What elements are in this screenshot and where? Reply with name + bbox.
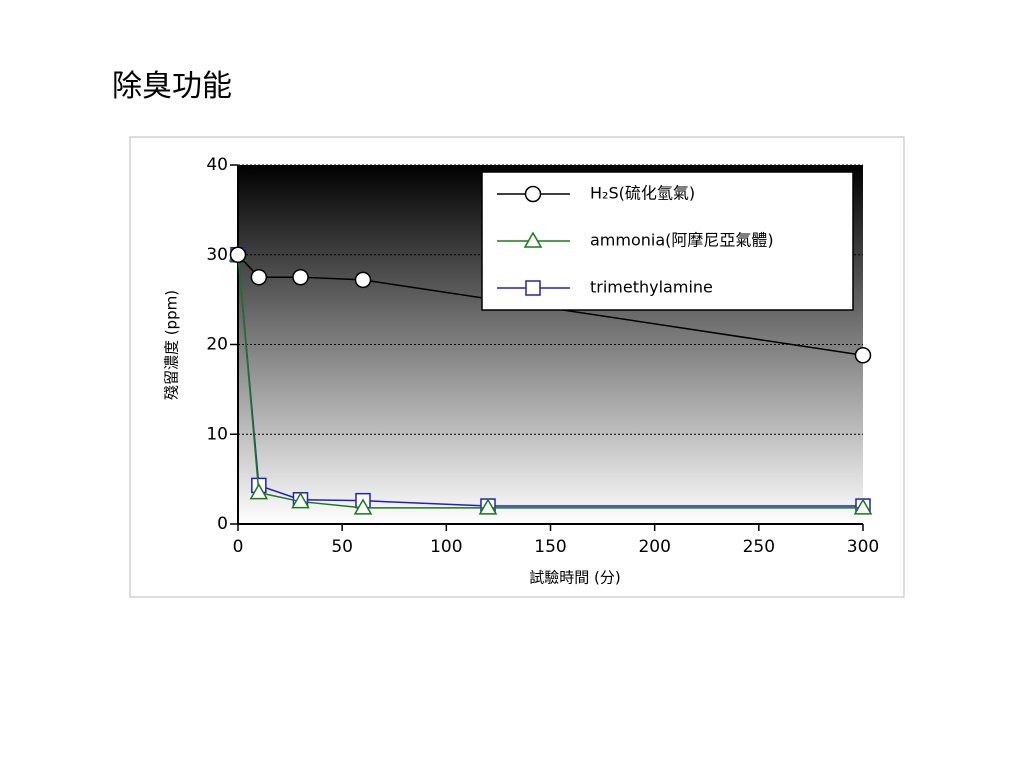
x-tick-label: 100 [430, 537, 462, 557]
legend-marker [525, 280, 541, 296]
marker [854, 347, 872, 364]
legend-label: trimethylamine [590, 278, 713, 297]
legend-label: ammonia(阿摩尼亞氣體) [590, 231, 774, 250]
legend-marker [524, 185, 542, 203]
y-tick-label: 20 [206, 335, 228, 355]
marker [292, 268, 309, 286]
legend-label: H₂S(硫化氫氣) [590, 184, 695, 203]
marker [229, 246, 247, 263]
x-tick-label: 0 [233, 537, 244, 557]
x-axis-label: 試驗時間 (分) [529, 569, 620, 587]
marker [291, 492, 310, 509]
marker [249, 483, 269, 500]
y-tick-label: 0 [217, 514, 228, 534]
legend-marker [523, 231, 543, 248]
marker [353, 498, 373, 515]
series-line [237, 254, 863, 509]
x-tick-label: 250 [743, 537, 775, 557]
slide-title: 除臭功能 [112, 69, 232, 104]
y-tick-label: 30 [206, 245, 228, 265]
x-tick-label: 150 [534, 537, 566, 557]
y-axis-label: 殘留濃度 (ppm) [163, 290, 181, 400]
marker [853, 498, 873, 515]
x-tick-label: 300 [847, 537, 879, 557]
marker [250, 268, 268, 286]
x-tick-label: 50 [331, 537, 353, 557]
y-tick-label: 40 [206, 155, 228, 175]
marker [478, 498, 498, 515]
y-tick-label: 10 [206, 424, 228, 444]
marker [354, 271, 372, 289]
x-tick-label: 200 [638, 537, 670, 557]
